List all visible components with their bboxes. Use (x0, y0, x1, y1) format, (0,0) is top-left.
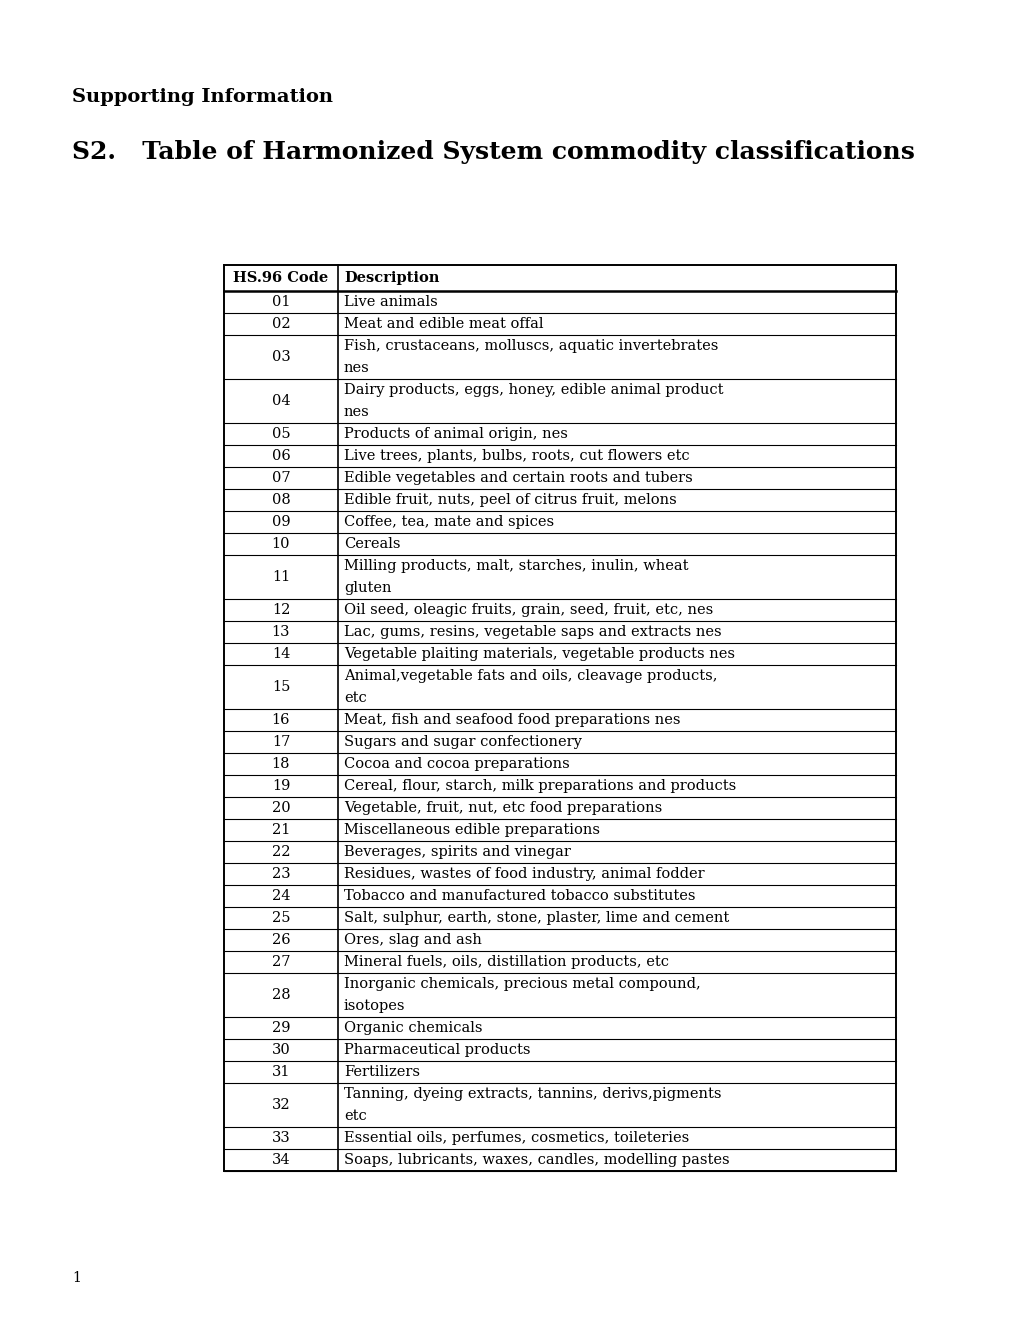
Text: 05: 05 (271, 426, 290, 441)
Text: 26: 26 (271, 933, 290, 946)
Text: 06: 06 (271, 449, 290, 463)
Text: Fish, crustaceans, molluscs, aquatic invertebrates: Fish, crustaceans, molluscs, aquatic inv… (343, 339, 717, 352)
Text: 09: 09 (271, 515, 290, 529)
Text: Supporting Information: Supporting Information (72, 88, 332, 106)
Text: Cereal, flour, starch, milk preparations and products: Cereal, flour, starch, milk preparations… (343, 779, 736, 793)
Text: Description: Description (343, 271, 439, 285)
Text: HS.96 Code: HS.96 Code (233, 271, 328, 285)
Text: 20: 20 (271, 801, 290, 814)
Text: 28: 28 (271, 987, 290, 1002)
Text: Edible fruit, nuts, peel of citrus fruit, melons: Edible fruit, nuts, peel of citrus fruit… (343, 492, 676, 507)
Text: 12: 12 (271, 603, 289, 616)
Text: Essential oils, perfumes, cosmetics, toileteries: Essential oils, perfumes, cosmetics, toi… (343, 1131, 689, 1144)
Text: Fertilizers: Fertilizers (343, 1065, 420, 1078)
Text: 13: 13 (271, 624, 290, 639)
Text: gluten: gluten (343, 581, 391, 595)
Text: 15: 15 (271, 680, 289, 694)
Text: isotopes: isotopes (343, 999, 406, 1012)
Text: 08: 08 (271, 492, 290, 507)
Text: Lac, gums, resins, vegetable saps and extracts nes: Lac, gums, resins, vegetable saps and ex… (343, 624, 720, 639)
Text: 04: 04 (271, 393, 290, 408)
Text: 16: 16 (271, 713, 290, 727)
Text: Meat, fish and seafood food preparations nes: Meat, fish and seafood food preparations… (343, 713, 680, 727)
Text: 30: 30 (271, 1043, 290, 1057)
Text: nes: nes (343, 360, 370, 375)
Text: Coffee, tea, mate and spices: Coffee, tea, mate and spices (343, 515, 553, 529)
Text: 01: 01 (271, 294, 290, 309)
Text: 23: 23 (271, 867, 290, 880)
Text: 24: 24 (271, 888, 290, 903)
Text: Live trees, plants, bulbs, roots, cut flowers etc: Live trees, plants, bulbs, roots, cut fl… (343, 449, 689, 463)
Text: Oil seed, oleagic fruits, grain, seed, fruit, etc, nes: Oil seed, oleagic fruits, grain, seed, f… (343, 603, 712, 616)
Text: Dairy products, eggs, honey, edible animal product: Dairy products, eggs, honey, edible anim… (343, 383, 722, 397)
Text: Meat and edible meat offal: Meat and edible meat offal (343, 317, 543, 331)
Text: Cocoa and cocoa preparations: Cocoa and cocoa preparations (343, 756, 570, 771)
Text: 27: 27 (271, 954, 290, 969)
Text: Products of animal origin, nes: Products of animal origin, nes (343, 426, 568, 441)
Text: nes: nes (343, 405, 370, 418)
Text: Residues, wastes of food industry, animal fodder: Residues, wastes of food industry, anima… (343, 867, 704, 880)
Text: 34: 34 (271, 1152, 290, 1167)
Text: 03: 03 (271, 350, 290, 364)
Text: 21: 21 (271, 822, 289, 837)
Text: Milling products, malt, starches, inulin, wheat: Milling products, malt, starches, inulin… (343, 558, 688, 573)
Text: Pharmaceutical products: Pharmaceutical products (343, 1043, 530, 1057)
Text: Edible vegetables and certain roots and tubers: Edible vegetables and certain roots and … (343, 471, 692, 484)
Text: Sugars and sugar confectionery: Sugars and sugar confectionery (343, 735, 581, 748)
Text: 11: 11 (272, 570, 289, 583)
Text: 32: 32 (271, 1098, 290, 1111)
Text: Beverages, spirits and vinegar: Beverages, spirits and vinegar (343, 845, 571, 859)
Text: Vegetable plaiting materials, vegetable products nes: Vegetable plaiting materials, vegetable … (343, 647, 735, 661)
Text: Live animals: Live animals (343, 294, 437, 309)
Text: 33: 33 (271, 1131, 290, 1144)
Text: Animal,vegetable fats and oils, cleavage products,: Animal,vegetable fats and oils, cleavage… (343, 669, 716, 682)
Text: 29: 29 (271, 1020, 290, 1035)
Text: 22: 22 (271, 845, 290, 859)
Text: 02: 02 (271, 317, 290, 331)
Text: 17: 17 (271, 735, 289, 748)
Text: Soaps, lubricants, waxes, candles, modelling pastes: Soaps, lubricants, waxes, candles, model… (343, 1152, 729, 1167)
Text: Salt, sulphur, earth, stone, plaster, lime and cement: Salt, sulphur, earth, stone, plaster, li… (343, 911, 729, 925)
Text: 25: 25 (271, 911, 290, 925)
Text: Inorganic chemicals, precious metal compound,: Inorganic chemicals, precious metal comp… (343, 977, 700, 991)
Text: etc: etc (343, 690, 367, 705)
Text: 31: 31 (271, 1065, 290, 1078)
Text: Organic chemicals: Organic chemicals (343, 1020, 482, 1035)
Text: Miscellaneous edible preparations: Miscellaneous edible preparations (343, 822, 599, 837)
Text: 07: 07 (271, 471, 290, 484)
Text: Tobacco and manufactured tobacco substitutes: Tobacco and manufactured tobacco substit… (343, 888, 695, 903)
Text: Tanning, dyeing extracts, tannins, derivs,pigments: Tanning, dyeing extracts, tannins, deriv… (343, 1086, 720, 1101)
Text: 18: 18 (271, 756, 290, 771)
Text: etc: etc (343, 1109, 367, 1123)
Text: Vegetable, fruit, nut, etc food preparations: Vegetable, fruit, nut, etc food preparat… (343, 801, 661, 814)
Text: 1: 1 (72, 1271, 81, 1284)
Bar (224, 265, 895, 1171)
Text: Ores, slag and ash: Ores, slag and ash (343, 933, 481, 946)
Text: Cereals: Cereals (343, 537, 400, 550)
Text: S2.   Table of Harmonized System commodity classifications: S2. Table of Harmonized System commodity… (72, 140, 914, 164)
Text: Mineral fuels, oils, distillation products, etc: Mineral fuels, oils, distillation produc… (343, 954, 668, 969)
Text: 14: 14 (271, 647, 289, 661)
Text: 10: 10 (271, 537, 290, 550)
Text: 19: 19 (271, 779, 289, 793)
